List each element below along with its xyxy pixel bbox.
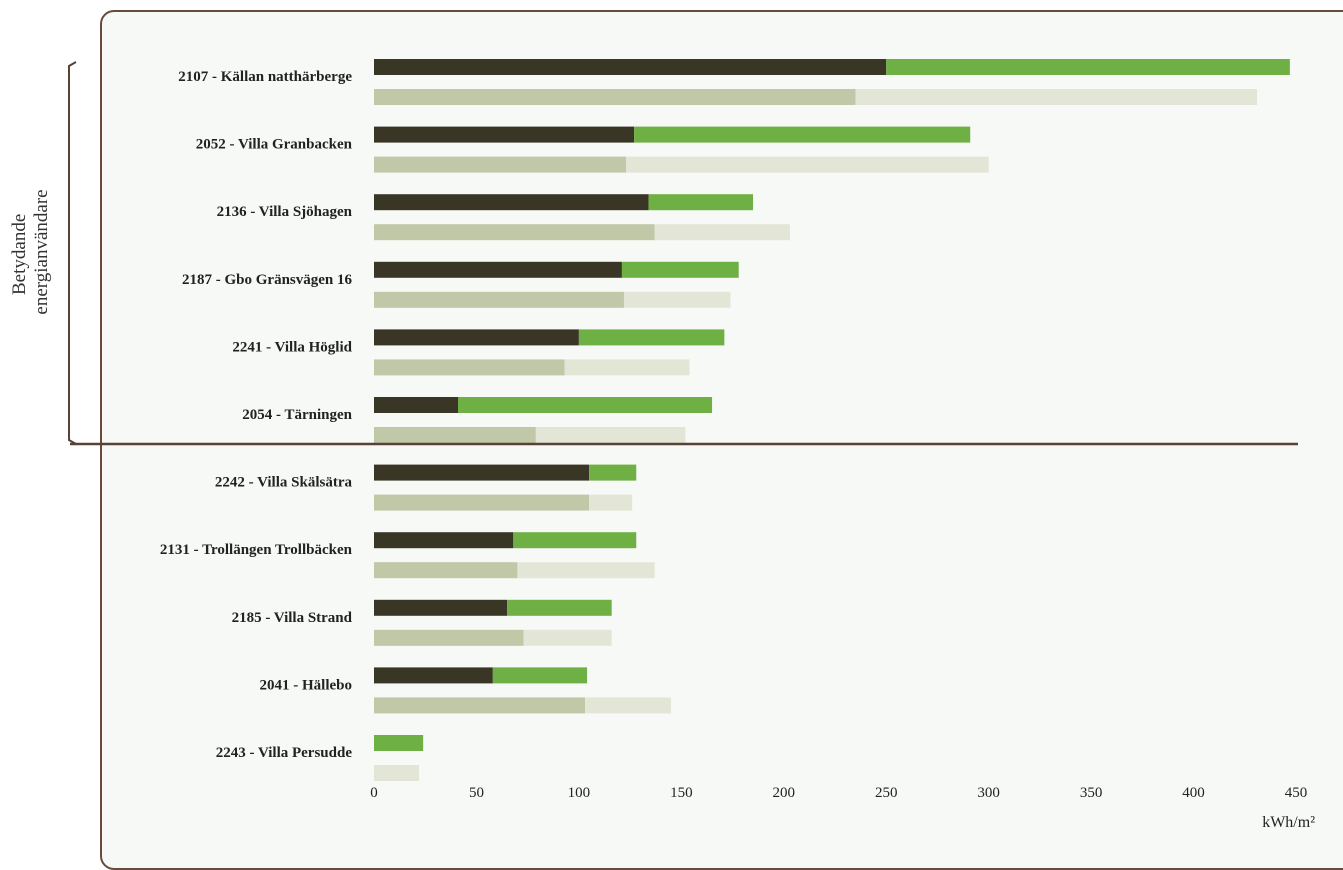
upper-bar-segment-2 xyxy=(492,667,588,684)
upper-bar-segment-2 xyxy=(634,126,971,143)
x-tick-label: 300 xyxy=(977,785,1000,801)
lower-bar-segment-2 xyxy=(585,697,672,714)
category-label: 2107 - Källan natthärberge xyxy=(178,69,352,85)
lower-bar-segment-1 xyxy=(374,156,627,173)
upper-bar-segment-2 xyxy=(621,261,739,278)
lower-bar-segment-2 xyxy=(523,629,612,646)
upper-bar-segment-2 xyxy=(578,329,725,346)
group-brace xyxy=(68,61,77,445)
x-tick-label: 400 xyxy=(1182,785,1205,801)
lower-bar-segment-1 xyxy=(374,494,590,511)
chart-frame xyxy=(100,10,1343,870)
upper-bar-segment-2 xyxy=(513,532,637,549)
lower-bar-segment-2 xyxy=(517,562,655,579)
upper-bar-segment-2 xyxy=(458,397,713,413)
lower-bar-segment-2 xyxy=(623,291,731,308)
group-label-line2: energianvändare xyxy=(31,189,52,314)
category-label: 2242 - Villa Skälsätra xyxy=(215,475,353,491)
lower-bar-segment-1 xyxy=(374,697,586,714)
upper-bar-segment-2 xyxy=(648,194,754,211)
category-label: 2052 - Villa Granbacken xyxy=(196,137,353,153)
x-axis-unit-label: kWh/m² xyxy=(1262,814,1315,831)
category-label: 2243 - Villa Persudde xyxy=(216,745,353,761)
lower-bar-segment-2 xyxy=(564,359,690,376)
category-labels: 2107 - Källan natthärberge 2052 - Villa G… xyxy=(160,69,353,761)
category-label: 2054 - Tärningen xyxy=(242,407,352,423)
upper-bar-segment-1 xyxy=(374,194,649,211)
upper-bar-segment-2 xyxy=(374,735,424,751)
category-label: 2241 - Villa Höglid xyxy=(232,339,352,355)
lower-bar-segment-2 xyxy=(589,494,633,511)
upper-bar-segment-1 xyxy=(374,261,622,278)
x-tick-label: 0 xyxy=(370,785,378,801)
category-label: 2131 - Trollängen Trollbäcken xyxy=(160,542,353,558)
upper-bar-segment-1 xyxy=(374,667,493,684)
lower-bar-segment-2 xyxy=(654,224,790,241)
upper-bar-segment-1 xyxy=(374,59,887,75)
upper-bar-segment-1 xyxy=(374,464,590,481)
x-tick-label: 50 xyxy=(469,785,484,801)
upper-bar-segment-2 xyxy=(886,59,1290,75)
lower-bar-segment-1 xyxy=(374,629,524,646)
category-label: 2041 - Hällebo xyxy=(260,677,353,693)
upper-bar-segment-1 xyxy=(374,397,459,413)
group-label-line1: Betydande xyxy=(9,214,30,295)
lower-bar-segment-2 xyxy=(855,89,1258,105)
x-tick-label: 350 xyxy=(1080,785,1103,801)
category-label: 2187 - Gbo Gränsvägen 16 xyxy=(182,272,353,288)
x-tick-label: 150 xyxy=(670,785,693,801)
x-tick-label: 100 xyxy=(568,785,591,801)
upper-bar-segment-1 xyxy=(374,126,635,143)
lower-bar-segment-1 xyxy=(374,89,856,105)
upper-bar-segment-1 xyxy=(374,599,508,616)
category-label: 2136 - Villa Sjöhagen xyxy=(217,204,353,220)
lower-bar-segment-1 xyxy=(374,291,624,308)
x-tick-label: 450 xyxy=(1285,785,1308,801)
category-label: 2185 - Villa Strand xyxy=(232,610,353,626)
upper-bar-segment-2 xyxy=(589,464,637,481)
upper-bar-segment-2 xyxy=(507,599,612,616)
x-axis-ticks: 0 50 100 150 200 250 300 350 400 450 xyxy=(370,785,1307,801)
x-tick-label: 250 xyxy=(875,785,898,801)
bars-group xyxy=(374,59,1290,781)
x-tick-label: 200 xyxy=(773,785,796,801)
group-label: Betydande energianvändare xyxy=(9,189,52,314)
upper-bar-segment-1 xyxy=(374,532,514,549)
lower-bar-segment-1 xyxy=(374,359,565,376)
upper-bar-segment-1 xyxy=(374,329,579,346)
lower-bar-segment-2 xyxy=(374,765,420,781)
lower-bar-segment-1 xyxy=(374,427,536,443)
lower-bar-segment-1 xyxy=(374,224,655,241)
lower-bar-segment-2 xyxy=(535,427,686,443)
lower-bar-segment-2 xyxy=(626,156,989,173)
lower-bar-segment-1 xyxy=(374,562,518,579)
